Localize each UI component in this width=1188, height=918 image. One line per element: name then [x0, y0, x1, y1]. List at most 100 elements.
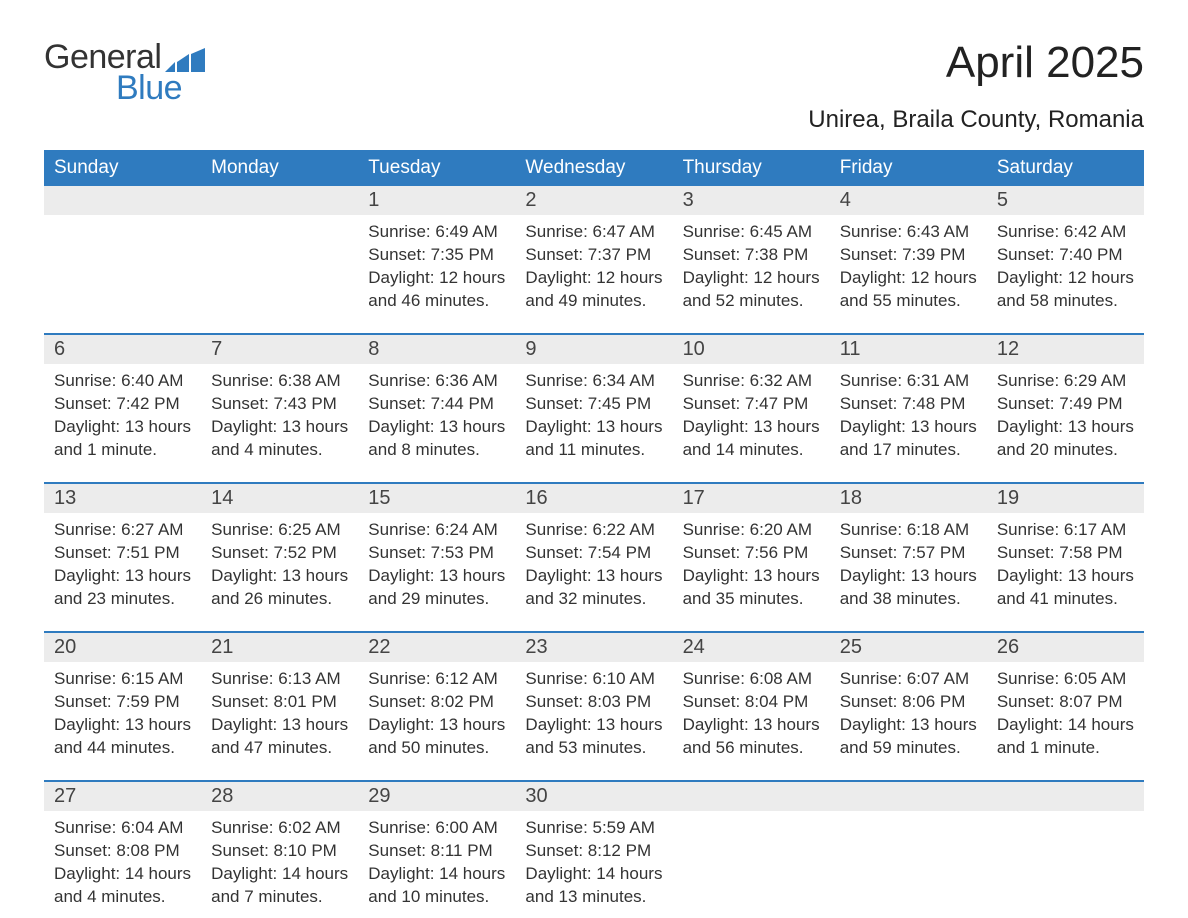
- calendar-table: SundayMondayTuesdayWednesdayThursdayFrid…: [44, 150, 1144, 909]
- day-number: 12: [987, 335, 1144, 364]
- day-number: 16: [515, 484, 672, 513]
- sunrise-line: Sunrise: 6:04 AM: [54, 817, 191, 840]
- day-cell: Sunrise: 6:08 AMSunset: 8:04 PMDaylight:…: [673, 662, 830, 760]
- day-cell: Sunrise: 6:47 AMSunset: 7:37 PMDaylight:…: [515, 215, 672, 313]
- daylight-line: Daylight: 13 hours and 44 minutes.: [54, 714, 191, 760]
- sunrise-line: Sunrise: 6:42 AM: [997, 221, 1134, 244]
- daylight-line: Daylight: 12 hours and 52 minutes.: [683, 267, 820, 313]
- day-cell: Sunrise: 6:43 AMSunset: 7:39 PMDaylight:…: [830, 215, 987, 313]
- sunrise-line: Sunrise: 6:34 AM: [525, 370, 662, 393]
- day-number: 5: [987, 186, 1144, 215]
- sunrise-line: Sunrise: 6:27 AM: [54, 519, 191, 542]
- sunrise-line: Sunrise: 6:47 AM: [525, 221, 662, 244]
- sunset-line: Sunset: 7:51 PM: [54, 542, 191, 565]
- daylight-line: Daylight: 13 hours and 59 minutes.: [840, 714, 977, 760]
- day-cell: Sunrise: 6:49 AMSunset: 7:35 PMDaylight:…: [358, 215, 515, 313]
- sunset-line: Sunset: 8:08 PM: [54, 840, 191, 863]
- day-number: 4: [830, 186, 987, 215]
- daynum-row: 12345: [44, 186, 1144, 215]
- daylight-line: Daylight: 14 hours and 10 minutes.: [368, 863, 505, 909]
- sunrise-line: Sunrise: 6:25 AM: [211, 519, 348, 542]
- sunrise-line: Sunrise: 6:13 AM: [211, 668, 348, 691]
- day-number: 20: [44, 633, 201, 662]
- day-cell: Sunrise: 6:42 AMSunset: 7:40 PMDaylight:…: [987, 215, 1144, 313]
- day-number: [201, 186, 358, 215]
- daylight-line: Daylight: 13 hours and 14 minutes.: [683, 416, 820, 462]
- day-cell: Sunrise: 6:31 AMSunset: 7:48 PMDaylight:…: [830, 364, 987, 462]
- sunset-line: Sunset: 7:37 PM: [525, 244, 662, 267]
- logo: General Blue: [44, 38, 207, 108]
- sunset-line: Sunset: 7:57 PM: [840, 542, 977, 565]
- day-number: [44, 186, 201, 215]
- header-cell-monday: Monday: [201, 150, 358, 186]
- day-cell: Sunrise: 6:22 AMSunset: 7:54 PMDaylight:…: [515, 513, 672, 611]
- day-number: 8: [358, 335, 515, 364]
- day-number: 30: [515, 782, 672, 811]
- logo-text-blue: Blue: [116, 69, 207, 108]
- header-cell-tuesday: Tuesday: [358, 150, 515, 186]
- daylight-line: Daylight: 13 hours and 32 minutes.: [525, 565, 662, 611]
- sunset-line: Sunset: 8:01 PM: [211, 691, 348, 714]
- daylight-line: Daylight: 13 hours and 1 minute.: [54, 416, 191, 462]
- day-number: 19: [987, 484, 1144, 513]
- sunrise-line: Sunrise: 6:17 AM: [997, 519, 1134, 542]
- sunrise-line: Sunrise: 6:12 AM: [368, 668, 505, 691]
- sunset-line: Sunset: 7:42 PM: [54, 393, 191, 416]
- day-number: 15: [358, 484, 515, 513]
- day-cell: Sunrise: 6:13 AMSunset: 8:01 PMDaylight:…: [201, 662, 358, 760]
- sunrise-line: Sunrise: 6:43 AM: [840, 221, 977, 244]
- sunrise-line: Sunrise: 6:00 AM: [368, 817, 505, 840]
- sunrise-line: Sunrise: 6:36 AM: [368, 370, 505, 393]
- day-number: 28: [201, 782, 358, 811]
- sunset-line: Sunset: 7:59 PM: [54, 691, 191, 714]
- day-cell: Sunrise: 6:27 AMSunset: 7:51 PMDaylight:…: [44, 513, 201, 611]
- content-row: Sunrise: 6:04 AMSunset: 8:08 PM Daylight:…: [44, 811, 1144, 909]
- sunset-line: Sunset: 8:11 PM: [368, 840, 505, 863]
- daylight-line: Daylight: 13 hours and 26 minutes.: [211, 565, 348, 611]
- day-cell: Sunrise: 6:40 AMSunset: 7:42 PMDaylight:…: [44, 364, 201, 462]
- sunset-line: Sunset: 7:54 PM: [525, 542, 662, 565]
- sunset-line: Sunset: 7:38 PM: [683, 244, 820, 267]
- day-number: 1: [358, 186, 515, 215]
- sunset-line: Sunset: 8:12 PM: [525, 840, 662, 863]
- sunrise-line: Sunrise: 6:05 AM: [997, 668, 1134, 691]
- day-cell: Sunrise: 6:05 AMSunset: 8:07 PMDaylight:…: [987, 662, 1144, 760]
- daylight-line: Daylight: 13 hours and 38 minutes.: [840, 565, 977, 611]
- sunrise-line: Sunrise: 6:22 AM: [525, 519, 662, 542]
- day-number: [987, 782, 1144, 811]
- daylight-line: Daylight: 12 hours and 46 minutes.: [368, 267, 505, 313]
- day-number: 21: [201, 633, 358, 662]
- day-cell: Sunrise: 6:34 AMSunset: 7:45 PMDaylight:…: [515, 364, 672, 462]
- calendar-header-row: SundayMondayTuesdayWednesdayThursdayFrid…: [44, 150, 1144, 186]
- day-cell: Sunrise: 6:02 AMSunset: 8:10 PMDaylight:…: [201, 811, 358, 909]
- day-number: 3: [673, 186, 830, 215]
- daylight-line: Daylight: 13 hours and 20 minutes.: [997, 416, 1134, 462]
- sunset-line: Sunset: 7:35 PM: [368, 244, 505, 267]
- sunrise-line: Sunrise: 6:07 AM: [840, 668, 977, 691]
- sunset-line: Sunset: 8:02 PM: [368, 691, 505, 714]
- day-number: 14: [201, 484, 358, 513]
- sunrise-line: Sunrise: 6:10 AM: [525, 668, 662, 691]
- sunrise-line: Sunrise: 6:15 AM: [54, 668, 191, 691]
- sunset-line: Sunset: 7:45 PM: [525, 393, 662, 416]
- header-cell-thursday: Thursday: [673, 150, 830, 186]
- sunrise-line: Sunrise: 5:59 AM: [525, 817, 662, 840]
- day-cell: Sunrise: 6:12 AMSunset: 8:02 PMDaylight:…: [358, 662, 515, 760]
- sunset-line: Sunset: 8:04 PM: [683, 691, 820, 714]
- sunset-line: Sunset: 7:56 PM: [683, 542, 820, 565]
- content-row: Sunrise: 6:27 AMSunset: 7:51 PMDaylight:…: [44, 513, 1144, 611]
- sunrise-line: Sunrise: 6:38 AM: [211, 370, 348, 393]
- day-number: 7: [201, 335, 358, 364]
- header-cell-friday: Friday: [830, 150, 987, 186]
- daynum-row: 13141516171819: [44, 484, 1144, 513]
- day-cell: Sunrise: 6:10 AMSunset: 8:03 PMDaylight:…: [515, 662, 672, 760]
- day-cell: Sunrise: 6:38 AMSunset: 7:43 PMDaylight:…: [201, 364, 358, 462]
- day-cell: Sunrise: 6:20 AMSunset: 7:56 PMDaylight:…: [673, 513, 830, 611]
- sunset-line: Sunset: 7:39 PM: [840, 244, 977, 267]
- daylight-line: Daylight: 13 hours and 35 minutes.: [683, 565, 820, 611]
- daylight-line: Daylight: 13 hours and 23 minutes.: [54, 565, 191, 611]
- day-cell: [673, 811, 830, 909]
- day-cell: Sunrise: 6:04 AMSunset: 8:08 PMDaylight:…: [44, 811, 201, 909]
- day-number: 26: [987, 633, 1144, 662]
- daylight-line: Daylight: 14 hours and 1 minute.: [997, 714, 1134, 760]
